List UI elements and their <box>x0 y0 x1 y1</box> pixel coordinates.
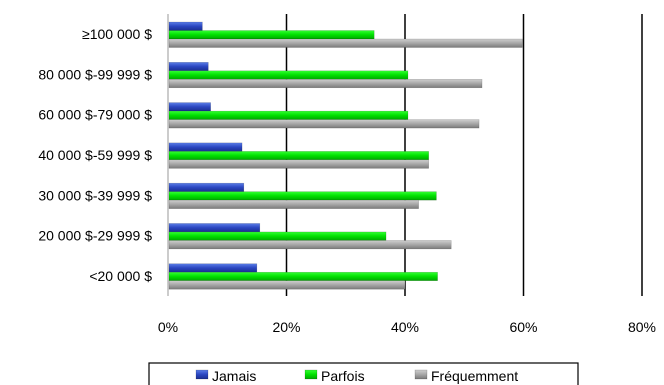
x-axis-tick-labels: 0% 20% 40% 60% 80% <box>158 319 656 335</box>
category-labels: ≥100 000 $ 80 000 $-99 999 $ 60 000 $-79 0… <box>38 26 152 284</box>
bar-fr-quemment <box>168 38 523 48</box>
category-label: 30 000 $-39 999 $ <box>38 187 152 203</box>
bar-parfois <box>168 70 409 80</box>
legend-label: Parfois <box>321 368 365 384</box>
category-label: 60 000 $-79 000 $ <box>38 107 152 123</box>
x-tick-label: 20% <box>272 319 300 335</box>
category-label: <20 000 $ <box>89 268 152 284</box>
bar-fr-quemment <box>168 280 406 290</box>
legend-box <box>148 362 579 385</box>
bar-fr-quemment <box>168 119 480 129</box>
legend: Jamais Parfois Fréquemment <box>148 362 579 385</box>
category-label: 80 000 $-99 999 $ <box>38 66 152 82</box>
x-tick-label: 80% <box>628 319 656 335</box>
legend-label: Jamais <box>212 368 256 384</box>
x-tick-label: 60% <box>509 319 537 335</box>
bar-fr-quemment <box>168 159 429 169</box>
bar-fr-quemment <box>168 199 419 209</box>
x-tick-label: 40% <box>391 319 419 335</box>
x-tick-label: 0% <box>158 319 178 335</box>
bar-jamais <box>168 223 261 233</box>
bar-parfois <box>168 151 429 161</box>
bar-jamais <box>168 21 203 31</box>
bar-jamais <box>168 263 258 273</box>
legend-label: Fréquemment <box>431 368 518 384</box>
bar-parfois <box>168 231 387 241</box>
bar-fr-quemment <box>168 79 483 89</box>
bar-parfois <box>168 110 409 120</box>
bars <box>168 21 523 290</box>
category-label: 20 000 $-29 999 $ <box>38 228 152 244</box>
bar-jamais <box>168 182 245 192</box>
bar-parfois <box>168 30 375 40</box>
legend-swatch <box>304 369 318 380</box>
category-label: ≥100 000 $ <box>82 26 152 42</box>
bar-jamais <box>168 102 211 112</box>
legend-swatch <box>195 369 209 380</box>
legend-swatch <box>414 369 428 380</box>
bar-jamais <box>168 142 243 152</box>
bar-parfois <box>168 191 437 201</box>
bar-fr-quemment <box>168 240 452 250</box>
category-label: 40 000 $-59 999 $ <box>38 147 152 163</box>
bar-jamais <box>168 62 209 72</box>
gridlines <box>167 14 643 296</box>
bar-parfois <box>168 271 438 281</box>
